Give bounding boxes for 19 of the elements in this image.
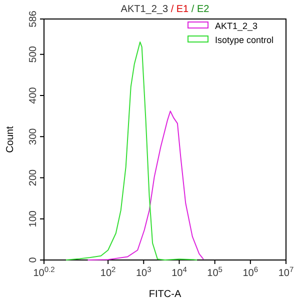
legend-label: AKT1_2_3 <box>215 21 258 31</box>
x-tick-label: 10$^{6}$ <box>242 264 258 279</box>
x-tick-label: 10$^{4}$ <box>172 264 187 279</box>
y-axis-title: Count <box>5 126 16 153</box>
x-tick-label: 10$^{0.2}$ <box>33 264 55 279</box>
x-axis-title: FITC-A <box>148 289 182 300</box>
y-tick-label: 586 <box>28 10 39 28</box>
x-tick-label: 10$^{2}$ <box>100 264 116 279</box>
legend-label: Isotype control <box>215 35 274 45</box>
y-tick-label: 100 <box>28 210 39 228</box>
x-tick-label: 10$^{3}$ <box>136 264 152 279</box>
y-tick-label: 0 <box>28 256 39 263</box>
y-tick-label: 300 <box>28 128 39 145</box>
y-tick-label: 500 <box>28 46 39 63</box>
y-tick-label: 200 <box>28 168 39 186</box>
x-tick-label: 10$^{5}$ <box>207 264 222 279</box>
x-tick-label: 10$^{7}$ <box>278 264 294 279</box>
y-tick-label: 400 <box>28 86 39 104</box>
chart-title: AKT1_2_3 / E1 / E2 <box>120 4 210 15</box>
